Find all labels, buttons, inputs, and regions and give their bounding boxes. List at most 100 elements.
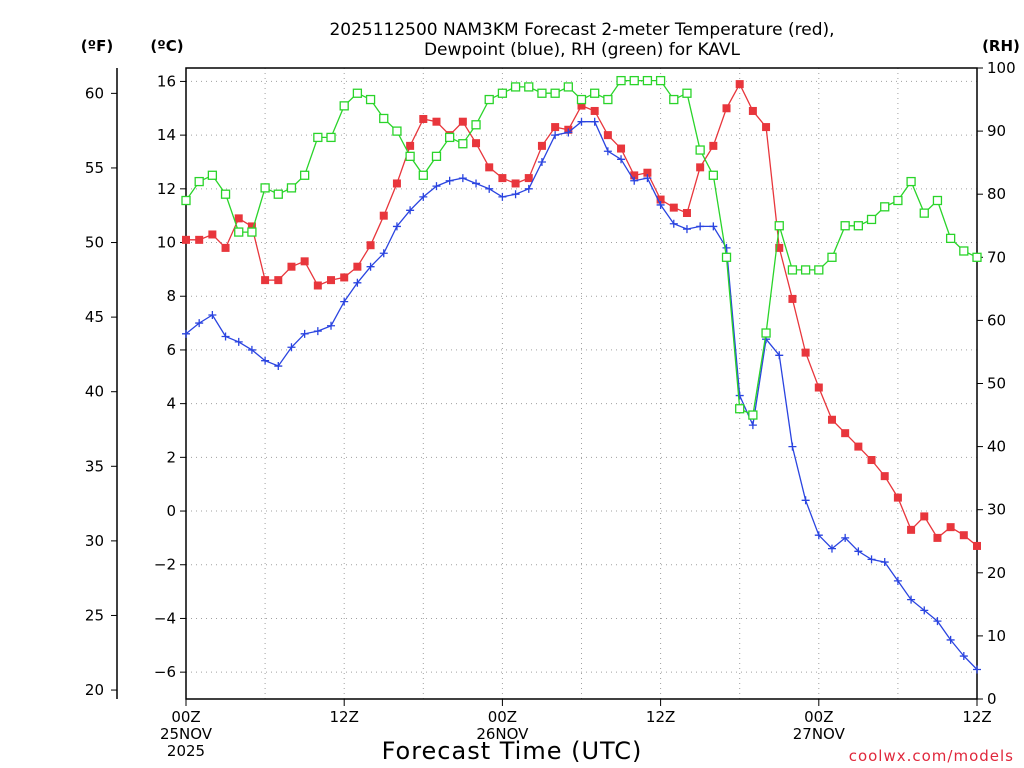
rh-point: [827, 252, 837, 262]
temperature-point: [920, 512, 929, 521]
temperature-point: [682, 208, 691, 217]
dewpoint-point: [656, 200, 665, 209]
rh-point: [326, 132, 336, 143]
rh-point: [616, 75, 626, 86]
dewpoint-point: [788, 442, 797, 451]
rh-point: [800, 265, 811, 275]
temperature-point: [867, 456, 876, 465]
x-tick-label: 25NOV: [160, 725, 213, 743]
series-dewpoint: [182, 117, 981, 674]
rh-point: [220, 189, 231, 199]
rh-point: [655, 75, 666, 86]
rh-point: [352, 88, 363, 98]
celsius-tick-label: 16: [157, 72, 176, 90]
rh-point: [748, 410, 758, 420]
temperature-point: [748, 106, 757, 115]
fahrenheit-unit-label: (ºF): [81, 37, 113, 55]
rh-point: [510, 82, 521, 92]
dewpoint-point: [353, 278, 362, 287]
rh-point: [234, 227, 244, 237]
celsius-tick-label: −4: [154, 609, 176, 627]
dewpoint-point: [300, 329, 309, 338]
dewpoint-point: [551, 131, 560, 140]
fahrenheit-tick-label: 45: [85, 308, 104, 326]
rh-point: [405, 151, 415, 161]
dewpoint-point: [775, 351, 784, 360]
rh-point: [550, 88, 560, 98]
rh-point: [669, 94, 679, 105]
dewpoint-point: [247, 345, 256, 354]
rh-point: [721, 252, 732, 262]
rh-point: [497, 88, 508, 98]
rh-point: [563, 82, 573, 92]
rh-tick-label: 80: [987, 185, 1006, 203]
dewpoint-point: [590, 117, 599, 126]
dewpoint-point: [682, 225, 691, 234]
temperature-point: [313, 281, 322, 290]
x-axis-label: Forecast Time (UTC): [382, 737, 643, 765]
celsius-tick-label: 0: [166, 502, 176, 520]
dewpoint-point: [959, 652, 968, 661]
rh-point: [642, 75, 653, 86]
temperature-point: [551, 123, 560, 132]
rh-point: [959, 246, 969, 256]
dewpoint-point: [709, 222, 718, 231]
rh-tick-label: 30: [987, 501, 1006, 519]
temperature-point: [762, 123, 771, 132]
celsius-tick-label: 8: [166, 287, 176, 305]
temperature-point: [788, 294, 797, 303]
series-temperature: [182, 80, 981, 550]
rh-point: [365, 94, 376, 105]
rh-tick-label: 60: [987, 311, 1006, 329]
dewpoint-point: [933, 617, 942, 626]
x-tick-label: 12Z: [646, 708, 675, 726]
chart-title-line1: 2025112500 NAM3KM Forecast 2-meter Tempe…: [329, 20, 834, 40]
fahrenheit-tick-label: 35: [85, 457, 104, 475]
temperature-point: [973, 541, 981, 550]
temperature-point: [933, 533, 942, 542]
temperature-point: [419, 115, 428, 124]
rh-point: [247, 227, 257, 237]
rh-point: [339, 101, 349, 111]
rh-point: [537, 88, 547, 98]
rh-point: [840, 221, 850, 231]
dewpoint-point: [827, 544, 836, 553]
dewpoint-point: [458, 174, 467, 183]
rh-point: [893, 195, 903, 206]
rh-point: [787, 265, 798, 275]
dewpoint-point: [274, 362, 283, 371]
dewpoint-point: [313, 327, 322, 336]
dewpoint-point: [867, 555, 876, 564]
dewpoint-point: [630, 176, 639, 185]
temperature-point: [841, 429, 850, 438]
rh-point: [418, 170, 428, 180]
dewpoint-point: [419, 192, 428, 201]
dewpoint-point: [524, 184, 533, 193]
rh-point: [853, 221, 863, 231]
rh-tick-label: 50: [987, 375, 1006, 393]
temperature-point: [801, 348, 810, 357]
dewpoint-point: [366, 262, 375, 271]
temperature-point: [617, 144, 626, 153]
dewpoint-point: [472, 179, 481, 188]
celsius-tick-label: 4: [166, 395, 176, 413]
dewpoint-point: [287, 343, 296, 352]
dewpoint-point: [208, 311, 217, 320]
celsius-tick-label: 2: [166, 448, 176, 466]
rh-point: [379, 113, 389, 124]
temperature-point: [603, 131, 612, 140]
rh-point: [392, 126, 402, 136]
fahrenheit-tick-label: 25: [85, 606, 104, 624]
dewpoint-point: [182, 329, 190, 338]
dewpoint-point: [841, 533, 850, 542]
temperature-point: [537, 141, 546, 150]
rh-line: [185, 79, 978, 417]
rh-point: [945, 233, 956, 244]
celsius-tick-label: −6: [154, 663, 176, 681]
temperature-point: [696, 163, 705, 172]
temperature-point: [406, 141, 415, 150]
dewpoint-point: [748, 421, 757, 430]
rh-tick-label: 10: [987, 627, 1006, 645]
dewpoint-point: [880, 558, 889, 567]
rh-point: [181, 195, 191, 206]
